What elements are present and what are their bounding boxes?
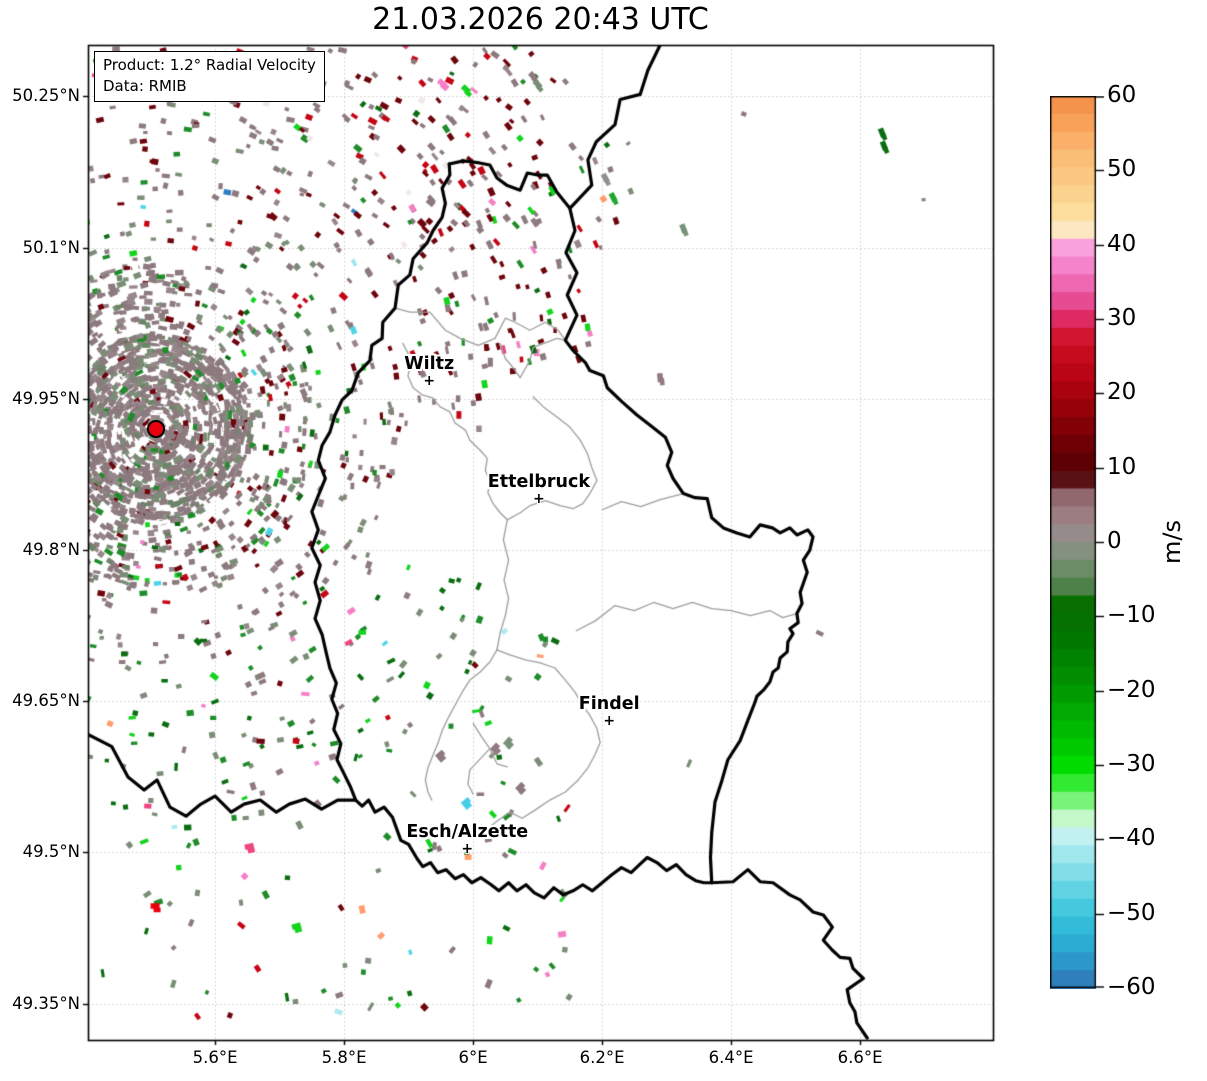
y-tick-label: 50.1°N [22,237,80,257]
city-label: Esch/Alzette [406,822,529,843]
city-marker-icon: + [423,372,436,389]
y-tick-label: 49.65°N [12,691,80,711]
colorbar-tick-label: 50 [1107,156,1137,183]
city-marker-icon: + [603,713,616,730]
city-marker-icon: + [533,490,545,507]
x-tick-label: 6°E [458,1048,488,1067]
colorbar-tick-label: −50 [1107,899,1156,926]
city-label: Findel [578,694,640,715]
colorbar-tick-label: 40 [1107,230,1137,257]
y-tick-label: 49.35°N [12,993,80,1013]
x-tick-label: 5.6°E [192,1048,238,1067]
data-source-label: Data: RMIB [103,77,187,95]
product-info-box: Product: 1.2° Radial Velocity Data: RMIB [94,51,325,102]
figure-title: 21.03.2026 20:43 UTC [372,2,709,37]
colorbar-tick-label: 10 [1107,453,1137,480]
radar-site-marker [147,420,166,439]
x-tick-label: 6.2°E [579,1048,625,1067]
colorbar-tick-label: 60 [1107,82,1137,108]
colorbar-tick-label: −20 [1107,676,1156,703]
colorbar-tick-label: 20 [1107,379,1137,406]
colorbar-tick-label: −10 [1107,602,1156,629]
colorbar [1050,96,1112,989]
city-label: Wiltz [404,353,455,374]
x-tick-label: 6.6°E [837,1048,883,1067]
colorbar-tick-label: 0 [1107,528,1122,554]
y-tick-label: 49.5°N [22,842,80,862]
x-tick-label: 6.4°E [708,1048,754,1067]
colorbar-tick-label: −60 [1107,974,1156,1000]
y-tick-label: 49.8°N [22,540,80,560]
city-label: Ettelbruck [487,471,590,492]
colorbar-tick-label: −30 [1107,751,1156,777]
colorbar-unit-label: m/s [1158,520,1186,564]
city-marker-icon: + [461,841,474,858]
y-tick-label: 50.25°N [12,86,80,106]
colorbar-tick-label: −40 [1107,825,1156,852]
colorbar-tick-label: 30 [1107,305,1137,331]
x-tick-label: 5.8°E [321,1048,367,1067]
product-label: Product: 1.2° Radial Velocity [103,56,316,74]
y-tick-label: 49.95°N [12,388,80,408]
